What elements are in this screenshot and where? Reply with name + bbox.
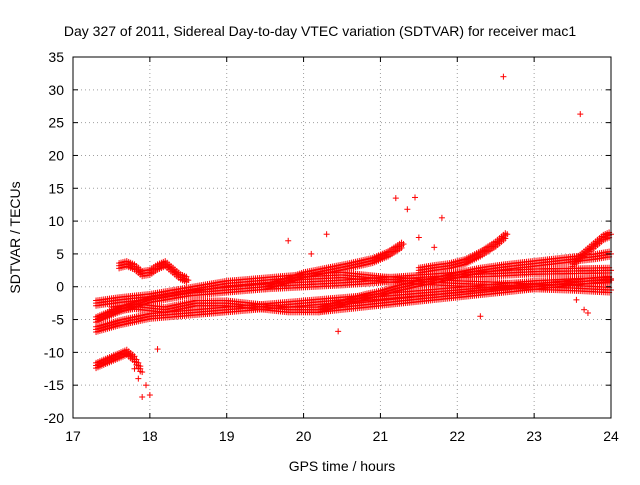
data-point — [143, 382, 150, 389]
y-tick-label: 20 — [48, 147, 64, 163]
y-tick-label: -20 — [44, 410, 64, 426]
x-tick-label: 20 — [296, 428, 312, 444]
data-point — [392, 195, 399, 202]
data-point — [412, 194, 419, 201]
data-point — [573, 296, 580, 303]
y-axis-label: SDTVAR / TECUs — [7, 181, 23, 293]
y-tick-label: 30 — [48, 82, 64, 98]
x-axis-label: GPS time / hours — [289, 458, 396, 474]
y-tick-label: 0 — [56, 279, 64, 295]
axis-ticks: 17 18 19 20 21 22 23 24 -20 -15 -10 -5 0 5 10 15 20 25 30 3… — [44, 49, 619, 444]
grid — [73, 57, 611, 418]
data-point — [154, 346, 161, 353]
data-point — [584, 309, 591, 316]
y-tick-label: -15 — [44, 377, 64, 393]
data-point — [500, 73, 507, 80]
data-point — [308, 250, 315, 257]
data-point — [438, 214, 445, 221]
x-tick-label: 18 — [142, 428, 158, 444]
y-tick-label: -10 — [44, 344, 64, 360]
y-tick-label: 35 — [48, 49, 64, 65]
data-point — [335, 328, 342, 335]
data-point — [323, 231, 330, 238]
data-point — [404, 206, 411, 213]
y-tick-label: -5 — [52, 312, 65, 328]
y-tick-label: 10 — [48, 213, 64, 229]
x-tick-label: 21 — [373, 428, 389, 444]
chart-title: Day 327 of 2011, Sidereal Day-to-day VTE… — [64, 23, 576, 39]
plot-frame — [72, 56, 612, 419]
data-point — [581, 306, 588, 313]
x-tick-label: 24 — [603, 428, 619, 444]
x-tick-label: 22 — [449, 428, 465, 444]
data-point — [285, 237, 292, 244]
y-tick-label: 25 — [48, 115, 64, 131]
data-point — [577, 111, 584, 118]
data-point — [431, 244, 438, 251]
data-marks — [93, 73, 614, 400]
data-point — [146, 392, 153, 399]
y-tick-label: 15 — [48, 180, 64, 196]
x-tick-label: 19 — [219, 428, 235, 444]
x-tick-label: 23 — [526, 428, 542, 444]
data-point — [415, 234, 422, 241]
data-point — [139, 393, 146, 400]
y-tick-label: 5 — [56, 246, 64, 262]
data-point — [477, 313, 484, 320]
x-tick-label: 17 — [65, 428, 81, 444]
data-point — [135, 375, 142, 382]
